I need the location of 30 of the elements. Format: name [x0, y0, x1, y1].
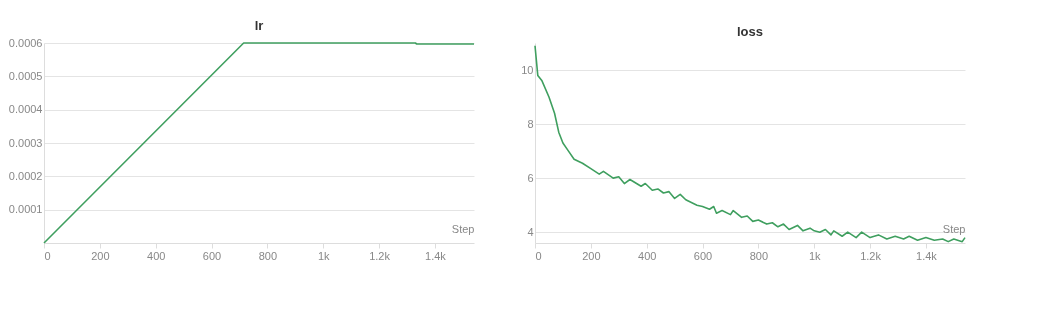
- y-tick-label: 0.0006: [8, 36, 43, 49]
- x-tick-label: 0: [535, 249, 542, 262]
- x-tick-label: 800: [749, 249, 769, 262]
- chart-title: loss: [736, 24, 764, 39]
- x-tick-label: 1k: [317, 249, 331, 262]
- x-tick-label: 1.2k: [369, 249, 391, 262]
- x-tick-label: 800: [258, 249, 278, 262]
- x-tick-label: 400: [638, 249, 657, 262]
- y-tick-label: 0.0004: [8, 103, 43, 116]
- y-tick-label: 8: [527, 117, 534, 130]
- x-axis-title: Step: [942, 222, 966, 235]
- x-tick-label: 1.2k: [860, 249, 882, 262]
- x-tick-label: 600: [202, 249, 222, 262]
- x-axis-title: Step: [451, 222, 475, 235]
- y-tick-label: 6: [527, 171, 534, 184]
- x-tick-label: 1k: [808, 249, 822, 262]
- x-tick-label: 600: [693, 249, 713, 262]
- x-tick-label: 200: [582, 249, 601, 262]
- x-tick-label: 1.4k: [425, 249, 447, 262]
- chart-title: lr: [254, 18, 264, 33]
- y-tick-label: 0.0005: [8, 69, 43, 82]
- x-tick-label: 1.4k: [916, 249, 938, 262]
- y-tick-label: 0.0001: [8, 203, 43, 216]
- x-tick-label: 0: [44, 249, 51, 262]
- y-tick-label: 4: [527, 225, 534, 238]
- x-tick-label: 200: [91, 249, 110, 262]
- y-tick-label: 0.0003: [8, 136, 43, 149]
- x-tick-label: 400: [147, 249, 166, 262]
- y-tick-label: 10: [521, 63, 534, 76]
- y-tick-label: 0.0002: [8, 169, 43, 182]
